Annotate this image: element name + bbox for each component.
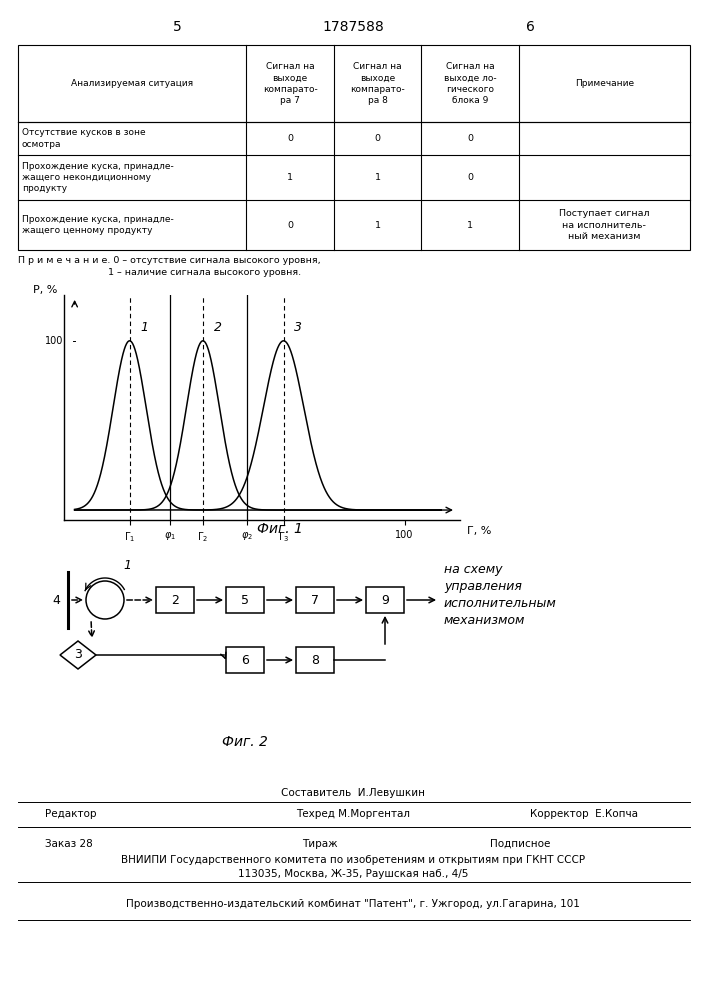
- Bar: [296, 587, 334, 613]
- Text: Фиг. 1: Фиг. 1: [257, 522, 303, 536]
- Text: Сигнал на
выходе
компарато-
ра 7: Сигнал на выходе компарато- ра 7: [263, 62, 317, 105]
- Text: 1787588: 1787588: [322, 20, 384, 34]
- Text: 8: 8: [311, 654, 319, 666]
- Text: 9: 9: [381, 593, 389, 606]
- Bar: [156, 587, 194, 613]
- Text: 1: 1: [467, 221, 473, 230]
- Text: Подписное: Подписное: [490, 839, 550, 849]
- Bar: [226, 587, 264, 613]
- Text: Г, %: Г, %: [467, 526, 491, 536]
- Text: 5: 5: [173, 20, 182, 34]
- Text: P, %: P, %: [33, 285, 57, 295]
- Text: 3: 3: [294, 321, 303, 334]
- Text: Прохождение куска, принадле-
жащего ценному продукту: Прохождение куска, принадле- жащего ценн…: [22, 215, 174, 235]
- Text: Прохождение куска, принадле-
жащего некондиционному
продукту: Прохождение куска, принадле- жащего неко…: [22, 162, 174, 193]
- Text: 2: 2: [171, 593, 179, 606]
- Text: 7: 7: [311, 593, 319, 606]
- Text: Сигнал на
выходе ло-
гического
блока 9: Сигнал на выходе ло- гического блока 9: [443, 62, 496, 105]
- Text: 1: 1: [375, 221, 380, 230]
- Bar: [296, 647, 334, 673]
- Text: Отсутствие кусков в зоне
осмотра: Отсутствие кусков в зоне осмотра: [22, 128, 146, 149]
- Text: ВНИИПИ Государственного комитета по изобретениям и открытиям при ГКНТ СССР: ВНИИПИ Государственного комитета по изоб…: [121, 855, 585, 865]
- Text: 4: 4: [52, 593, 60, 606]
- Text: 0: 0: [287, 134, 293, 143]
- Text: 3: 3: [74, 648, 82, 662]
- Bar: [226, 647, 264, 673]
- Text: 1 – наличие сигнала высокого уровня.: 1 – наличие сигнала высокого уровня.: [108, 268, 301, 277]
- Text: 0: 0: [467, 134, 473, 143]
- Text: Анализируемая ситуация: Анализируемая ситуация: [71, 79, 193, 88]
- Text: Фиг. 2: Фиг. 2: [222, 735, 268, 749]
- Text: 0: 0: [375, 134, 380, 143]
- Text: 2: 2: [214, 321, 221, 334]
- Text: Поступает сигнал
на исполнитель-
ный механизм: Поступает сигнал на исполнитель- ный мех…: [559, 209, 650, 241]
- Text: 0: 0: [287, 221, 293, 230]
- Text: Корректор  Е.Копча: Корректор Е.Копча: [530, 809, 638, 819]
- Text: П р и м е ч а н и е. 0 – отсутствие сигнала высокого уровня,: П р и м е ч а н и е. 0 – отсутствие сигн…: [18, 256, 321, 265]
- Text: 1: 1: [375, 173, 380, 182]
- Text: 6: 6: [241, 654, 249, 666]
- Text: 100: 100: [45, 336, 64, 346]
- Text: 1: 1: [287, 173, 293, 182]
- Text: 113035, Москва, Ж-35, Раушская наб., 4/5: 113035, Москва, Ж-35, Раушская наб., 4/5: [238, 869, 468, 879]
- Text: Сигнал на
выходе
компарато-
ра 8: Сигнал на выходе компарато- ра 8: [350, 62, 405, 105]
- Text: Заказ 28: Заказ 28: [45, 839, 93, 849]
- Text: Производственно-издательский комбинат "Патент", г. Ужгород, ул.Гагарина, 101: Производственно-издательский комбинат "П…: [126, 899, 580, 909]
- Text: на схему
управления
исполнительным
механизмом: на схему управления исполнительным механ…: [444, 563, 556, 627]
- Text: 1: 1: [140, 321, 148, 334]
- Text: Примечание: Примечание: [575, 79, 634, 88]
- Bar: [18, 45, 690, 250]
- Text: 1: 1: [123, 559, 131, 572]
- Text: 0: 0: [467, 173, 473, 182]
- Text: Составитель  И.Левушкин: Составитель И.Левушкин: [281, 788, 425, 798]
- Text: 5: 5: [241, 593, 249, 606]
- Text: 6: 6: [525, 20, 534, 34]
- Text: Редактор: Редактор: [45, 809, 96, 819]
- Bar: [366, 587, 404, 613]
- Text: Тираж: Тираж: [302, 839, 338, 849]
- Text: Техред М.Моргентал: Техред М.Моргентал: [296, 809, 410, 819]
